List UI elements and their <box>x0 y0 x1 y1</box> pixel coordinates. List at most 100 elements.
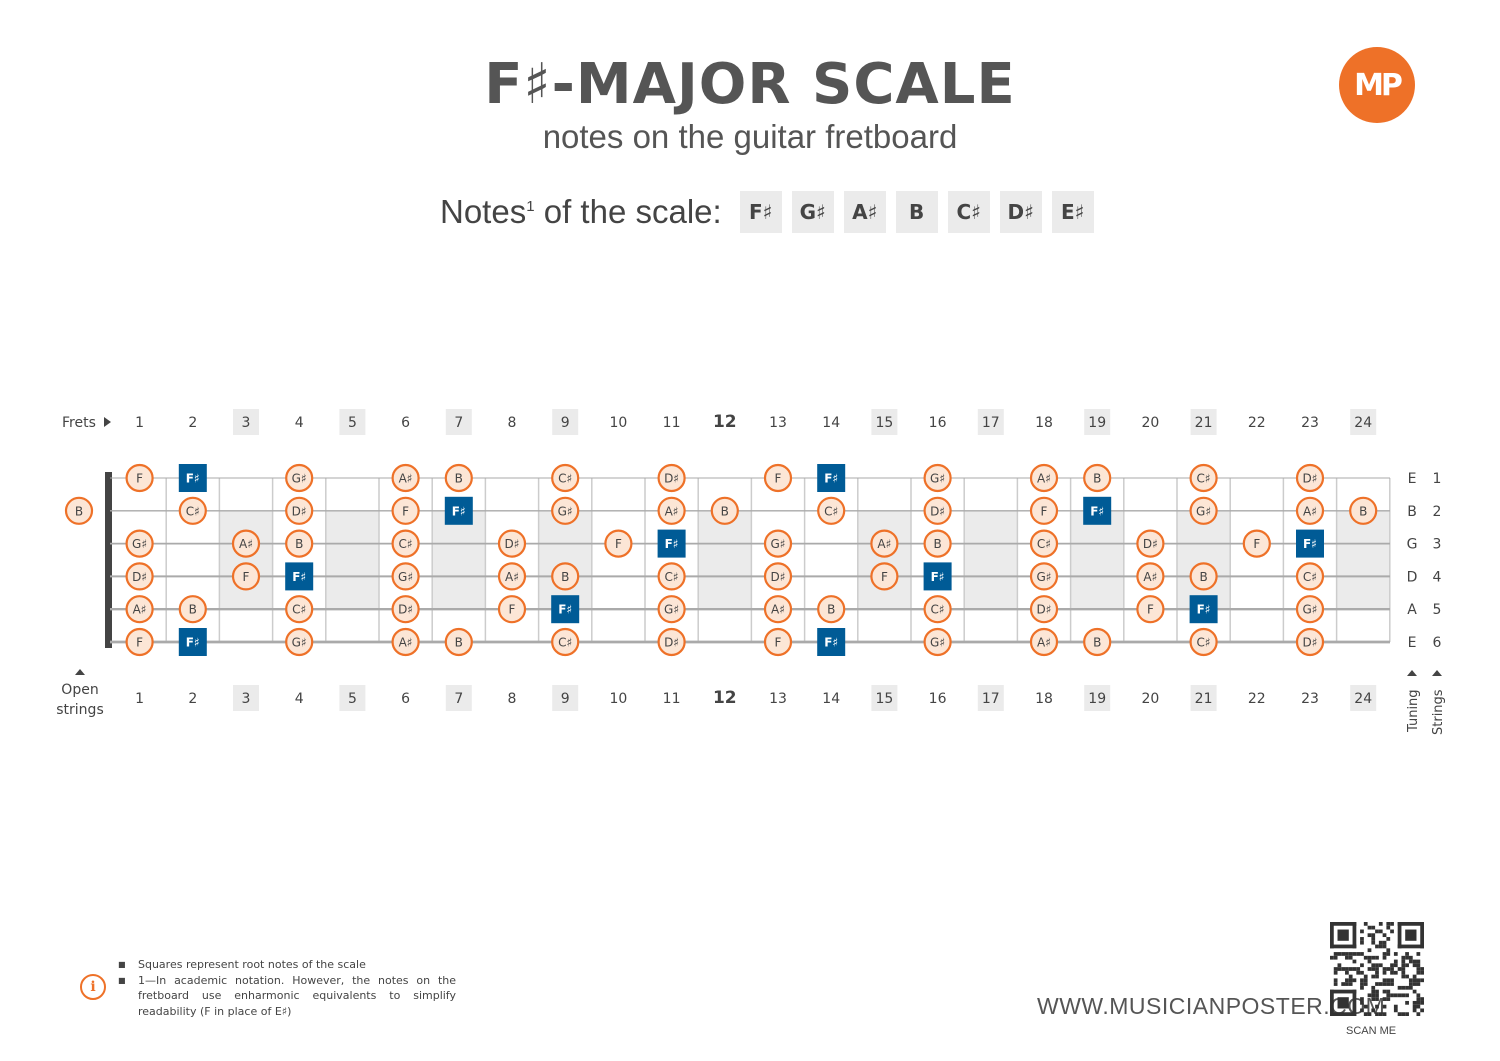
root-note-square <box>817 628 846 656</box>
note-circle <box>285 529 314 558</box>
string-number: 3 <box>1433 537 1442 553</box>
qr-module <box>1375 944 1379 949</box>
qr-code[interactable] <box>1330 922 1424 1016</box>
note-circle <box>923 627 952 657</box>
fret-number-marker <box>233 409 259 435</box>
note-circle <box>870 562 899 591</box>
qr-module <box>1401 974 1406 979</box>
qr-module <box>1363 922 1368 926</box>
qr-module <box>1382 1004 1387 1009</box>
fret-marker-shade <box>698 510 752 610</box>
tuning-label: Tuning <box>1406 689 1421 733</box>
note-circle <box>1295 463 1325 493</box>
qr-module <box>1378 940 1383 945</box>
qr-module <box>1408 982 1413 986</box>
root-note-square <box>551 595 580 624</box>
note-circle <box>285 496 314 525</box>
qr-module <box>1405 974 1409 979</box>
strings-label: Strings <box>1431 689 1446 735</box>
qr-module <box>1341 982 1346 986</box>
note-label: F <box>775 636 782 650</box>
website-link[interactable]: WWW.MUSICIANPOSTER.COM <box>1037 993 1386 1019</box>
string-tuning: A <box>1407 602 1417 618</box>
note-circle <box>763 627 793 657</box>
footnotes: Squares represent root notes of the scal… <box>118 957 456 1019</box>
qr-module <box>1416 952 1421 956</box>
qr-module <box>1382 933 1387 938</box>
note-label: C♯ <box>931 603 945 617</box>
note-label: A♯ <box>1143 570 1157 584</box>
qr-module <box>1356 967 1361 971</box>
qr-module <box>1333 952 1338 956</box>
qr-module <box>1412 1004 1417 1009</box>
note-circle <box>178 496 207 525</box>
qr-module <box>1367 993 1372 998</box>
qr-module <box>1333 982 1338 986</box>
note-circle <box>763 562 793 591</box>
qr-module <box>1405 963 1409 968</box>
fret-number-bottom: 19 <box>1088 691 1106 707</box>
qr-module <box>1367 967 1372 971</box>
qr-module <box>1401 959 1406 964</box>
qr-module <box>1375 955 1379 960</box>
string-tuning: E <box>1408 635 1417 651</box>
note-circle <box>391 496 420 525</box>
qr-finder <box>1397 922 1424 926</box>
triangle-up-icon <box>1432 670 1442 676</box>
fret-number-bottom: 14 <box>822 691 840 707</box>
note-label: B <box>75 504 83 518</box>
qr-module <box>1412 1000 1417 1005</box>
qr-module <box>1371 993 1376 998</box>
qr-module <box>1360 937 1364 941</box>
qr-module <box>1420 967 1424 971</box>
qr-module <box>1397 985 1402 990</box>
note-circle <box>1189 496 1218 525</box>
qr-module <box>1371 997 1376 1001</box>
note-label: F <box>1253 537 1260 551</box>
fret-number-top: 22 <box>1248 415 1266 431</box>
open-strings-label: Open <box>61 682 98 698</box>
string-number: 6 <box>1433 635 1442 651</box>
qr-module <box>1371 925 1376 930</box>
fret-number-top: 11 <box>663 415 681 431</box>
note-label: D♯ <box>1036 603 1051 617</box>
qr-module <box>1412 978 1417 983</box>
qr-module <box>1345 970 1349 975</box>
qr-module <box>1330 955 1334 960</box>
string-tuning: B <box>1407 504 1417 520</box>
qr-module <box>1371 933 1376 938</box>
note-circle <box>763 595 793 624</box>
string-tuning: D <box>1407 569 1418 585</box>
note-label: F♯ <box>186 636 200 650</box>
note-circle <box>285 463 314 493</box>
note-label: C♯ <box>292 603 306 617</box>
note-label: D♯ <box>1143 537 1158 551</box>
qr-module <box>1405 993 1409 998</box>
qr-module <box>1390 978 1394 983</box>
note-circle <box>1189 562 1218 591</box>
note-circle <box>1242 529 1271 558</box>
note-circle <box>497 562 527 591</box>
qr-module <box>1412 1008 1417 1013</box>
fret-number-bottom: 15 <box>875 691 893 707</box>
fret-number-top: 8 <box>508 415 517 431</box>
fret-marker-shade <box>1070 510 1124 610</box>
nut <box>105 472 112 648</box>
qr-module <box>1360 970 1364 975</box>
note-label: B <box>827 603 835 617</box>
fret-number-bottom: 6 <box>401 691 410 707</box>
fret-number-marker <box>339 685 366 711</box>
root-note-square <box>657 529 686 558</box>
qr-module <box>1367 925 1372 930</box>
note-circle <box>923 595 952 624</box>
string-tuning: G <box>1407 537 1418 553</box>
qr-module <box>1375 997 1379 1001</box>
note-circle <box>1295 595 1325 624</box>
note-label: C♯ <box>1037 537 1051 551</box>
qr-finder <box>1337 929 1349 941</box>
qr-module <box>1337 952 1342 956</box>
fret-number-marker <box>552 409 579 435</box>
qr-module <box>1378 922 1383 926</box>
qr-module <box>1367 1012 1372 1016</box>
note-label: F♯ <box>558 603 572 617</box>
